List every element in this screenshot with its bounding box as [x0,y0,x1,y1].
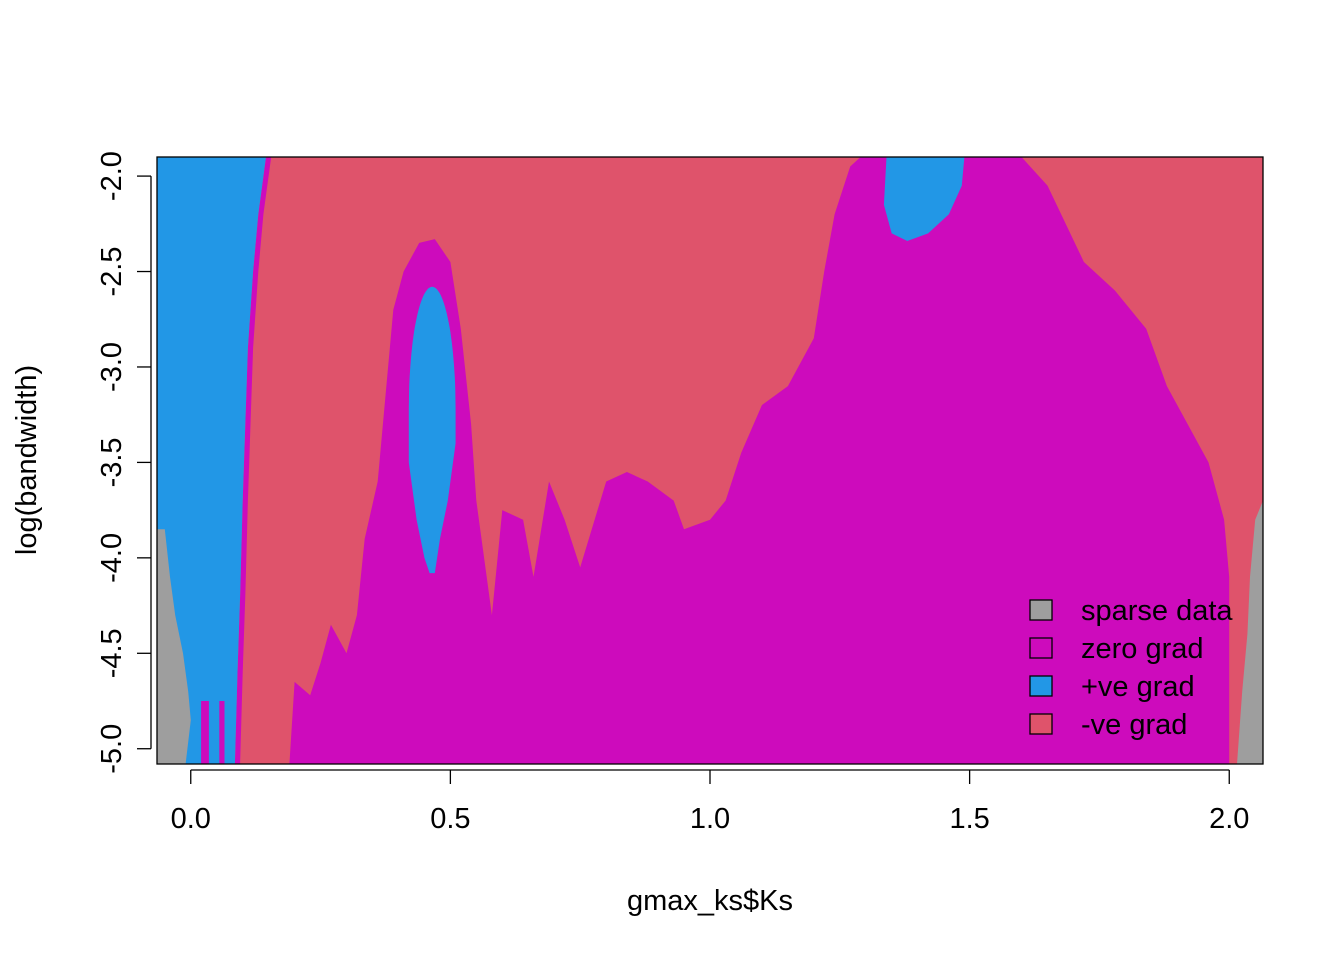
x-axis: 0.0 0.5 1.0 1.5 2.0 [171,769,1249,835]
x-tick-label: 2.0 [1209,803,1249,835]
region-zero-grad [289,157,1230,764]
region-zero-grad-streak [219,701,225,764]
legend-label: zero grad [1081,633,1204,665]
y-tick-label: -3.5 [96,437,128,487]
y-tick-label: -3.0 [96,342,128,392]
legend: sparse data zero grad +ve grad -ve grad [1029,595,1233,741]
region-sparse-data-left [157,529,191,764]
region-positive-grad-dome [408,286,456,574]
region-sparse-data-right [1237,500,1263,764]
region-zero-grad-strip-left [234,157,272,764]
legend-swatch [1029,675,1053,697]
x-tick-label: 1.0 [690,803,730,835]
y-tick-label: -2.5 [96,247,128,297]
y-tick-label: -2.0 [96,151,128,201]
legend-swatch [1029,713,1053,735]
legend-label: sparse data [1081,595,1233,627]
legend-swatch [1029,637,1053,659]
x-axis-title: gmax_ks$Ks [627,885,793,917]
y-axis: -5.0 -4.5 -4.0 -3.5 -3.0 -2.5 -2.0 [96,151,152,774]
y-tick-label: -4.5 [96,628,128,678]
x-tick-label: 0.0 [171,803,211,835]
region-positive-grad-left [157,157,266,764]
legend-label: +ve grad [1081,671,1195,703]
legend-swatch [1029,599,1053,621]
y-axis-title: log(bandwidth) [11,365,43,555]
plot-frame [156,156,1264,765]
heatmap-plot-area [157,157,1263,764]
legend-label: -ve grad [1081,709,1187,741]
x-tick-label: 1.5 [949,803,989,835]
y-tick-label: -4.0 [96,533,128,583]
region-positive-grad-top [883,157,965,241]
region-zero-grad-streak [201,701,209,764]
y-tick-label: -5.0 [96,724,128,774]
x-tick-label: 0.5 [430,803,470,835]
